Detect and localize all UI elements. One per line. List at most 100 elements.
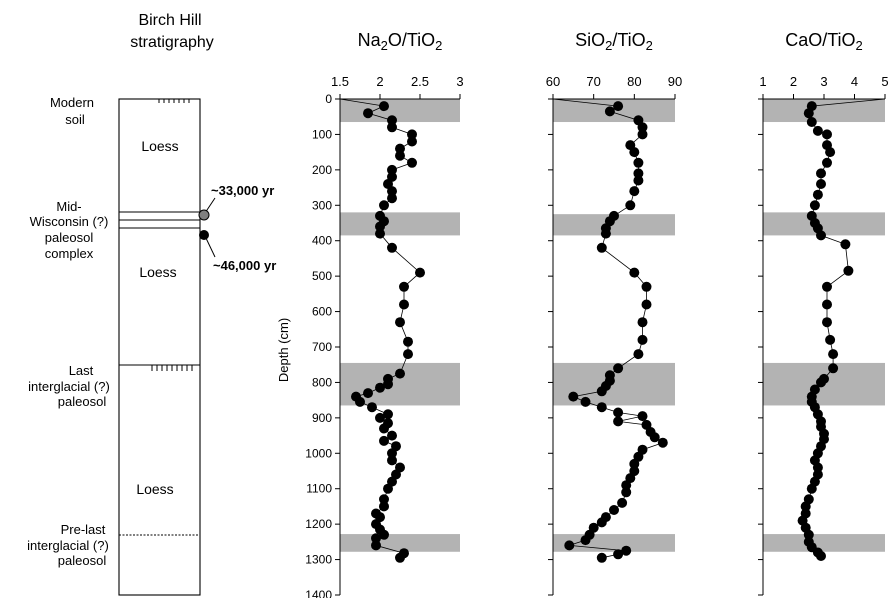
data-point xyxy=(387,448,397,459)
paleosol-band xyxy=(340,212,460,236)
chart-title-part: 2 xyxy=(381,38,388,53)
label-loess-c: Loess xyxy=(136,481,173,497)
data-point xyxy=(812,125,823,136)
chart-title-part: SiO xyxy=(575,30,605,50)
data-point xyxy=(633,349,644,360)
data-point xyxy=(580,535,591,546)
paleosol-band xyxy=(553,214,675,236)
chart-title-part: 2 xyxy=(605,38,612,53)
data-point xyxy=(395,552,405,563)
data-point xyxy=(649,432,660,443)
mid-wisconsin-lines xyxy=(119,211,200,229)
label-loess-a: Loess xyxy=(141,138,178,154)
data-point xyxy=(407,129,417,140)
data-point xyxy=(840,239,851,250)
label-last-2: interglacial (?) xyxy=(28,379,110,394)
series-line xyxy=(339,98,421,559)
y-tick-label: 1100 xyxy=(306,482,332,496)
x-tick-label: 3 xyxy=(820,74,827,89)
data-point xyxy=(395,317,405,328)
data-point xyxy=(580,396,591,407)
data-point xyxy=(387,186,397,197)
data-point xyxy=(629,458,640,469)
data-point xyxy=(629,267,640,278)
x-tick-label: 3 xyxy=(456,74,463,89)
x-tick-label: 1 xyxy=(759,74,766,89)
data-point xyxy=(395,368,405,379)
x-tick-label: 70 xyxy=(586,74,600,89)
data-point xyxy=(641,299,652,310)
data-point xyxy=(387,242,397,253)
data-point xyxy=(613,407,624,418)
data-point xyxy=(609,505,619,515)
data-point xyxy=(629,186,640,197)
data-point xyxy=(822,157,832,168)
y-axis-label: Depth (cm) xyxy=(276,318,291,382)
data-point xyxy=(600,228,611,239)
data-point xyxy=(383,379,393,390)
data-point xyxy=(379,435,389,446)
data-point xyxy=(617,497,628,508)
data-point xyxy=(812,189,823,200)
data-point xyxy=(641,281,652,292)
data-point xyxy=(613,363,624,374)
data-point xyxy=(395,143,405,154)
data-point xyxy=(604,106,615,117)
data-point xyxy=(407,136,417,147)
strat-column xyxy=(118,98,201,596)
data-point xyxy=(816,377,826,388)
data-point xyxy=(596,552,607,563)
data-point xyxy=(816,168,826,179)
data-point xyxy=(371,540,381,551)
data-point xyxy=(415,267,425,278)
x-tick-label: 60 xyxy=(546,74,560,89)
data-point xyxy=(387,430,397,441)
data-point xyxy=(596,386,607,397)
label-last-3: paleosol xyxy=(58,394,107,409)
data-point xyxy=(828,363,839,374)
strat-title-line1: Birch Hill xyxy=(138,12,201,29)
data-point xyxy=(399,299,409,310)
y-tick-label: 100 xyxy=(312,127,332,141)
x-tick-label: 90 xyxy=(668,74,682,89)
x-tick-label: 2.5 xyxy=(411,74,429,89)
y-tick-label: 1300 xyxy=(305,553,332,567)
data-point xyxy=(812,462,823,473)
data-point xyxy=(371,533,381,544)
data-point xyxy=(403,349,413,360)
chart-title-part: /TiO xyxy=(612,30,645,50)
x-tick-label: 1.5 xyxy=(331,74,349,89)
chart-title-part: O/TiO xyxy=(388,30,435,50)
data-point xyxy=(629,147,640,158)
data-point xyxy=(816,179,826,189)
data-point xyxy=(816,230,826,241)
data-point xyxy=(379,501,389,512)
data-point xyxy=(395,150,405,161)
data-point xyxy=(637,334,648,345)
date-label-46000: ~46,000 yr xyxy=(213,258,276,273)
data-point xyxy=(387,122,397,133)
data-point xyxy=(822,299,832,310)
data-point xyxy=(568,391,579,402)
y-tick-label: 700 xyxy=(312,340,332,354)
last-interglacial-hatch xyxy=(119,364,200,371)
data-point xyxy=(367,402,377,413)
data-point xyxy=(637,411,648,422)
data-point xyxy=(816,551,826,561)
label-pre-3: paleosol xyxy=(58,553,107,568)
y-tick-label: 0 xyxy=(325,92,332,106)
data-point xyxy=(800,501,811,512)
chart-title-part: 2 xyxy=(435,38,442,53)
data-point xyxy=(383,409,393,420)
paleosol-band xyxy=(763,212,885,236)
data-point xyxy=(637,122,648,133)
chart-title: Na2O/TiO2 xyxy=(358,30,443,53)
data-point xyxy=(596,517,607,528)
y-tick-label: 900 xyxy=(312,411,332,425)
data-point xyxy=(379,423,389,434)
data-point xyxy=(633,175,644,186)
data-point xyxy=(399,281,409,292)
data-point xyxy=(657,437,668,448)
paleosol-band xyxy=(340,99,460,123)
